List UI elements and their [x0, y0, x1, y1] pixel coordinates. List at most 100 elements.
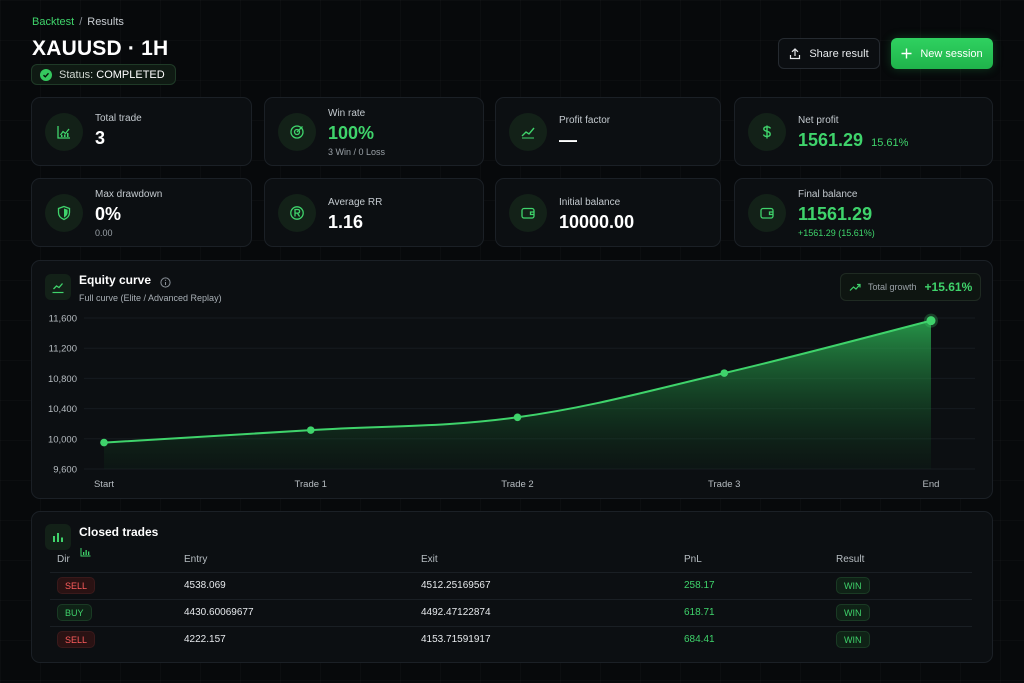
- new-session-button[interactable]: New session: [891, 38, 993, 69]
- net-profit-value: 1561.29: [798, 130, 864, 150]
- stat-card-net-profit: Net profit 1561.29 15.61%: [734, 97, 993, 166]
- equity-point[interactable]: [100, 438, 108, 447]
- x-tick-label: Trade 1: [295, 479, 327, 490]
- profit-factor-value: —: [559, 130, 577, 150]
- pnl-value: 618.71: [684, 607, 715, 618]
- exit-price: 4492.47122874: [421, 607, 491, 618]
- column-header-entry: Entry: [184, 554, 208, 565]
- status-value: COMPLETED: [96, 68, 165, 81]
- profit-factor-label: Profit factor: [559, 115, 611, 126]
- new-session-label: New session: [920, 47, 983, 60]
- r-icon: [278, 194, 316, 232]
- net-profit-label: Net profit: [798, 115, 839, 126]
- chart-icon: [45, 274, 71, 300]
- initial-balance-label: Initial balance: [559, 197, 621, 208]
- average-rr-label: Average RR: [328, 197, 383, 208]
- status-badge: Status: COMPLETED: [31, 64, 176, 85]
- total-trade-value: 3: [95, 128, 106, 148]
- breadcrumb-current: Results: [87, 16, 124, 28]
- win-rate-value: 100%: [328, 123, 375, 143]
- y-tick-label: 11,600: [49, 314, 77, 325]
- total-growth-value: +15.61%: [924, 280, 973, 294]
- y-tick-label: 11,200: [49, 344, 77, 355]
- equity-point[interactable]: [926, 316, 936, 326]
- column-header-exit: Exit: [421, 554, 438, 565]
- stat-card-total-trade: Total trade 3: [31, 97, 252, 166]
- equity-point[interactable]: [306, 426, 315, 434]
- x-tick-label: Trade 3: [708, 479, 740, 490]
- trend-icon: [509, 113, 547, 151]
- info-icon[interactable]: [160, 275, 171, 293]
- breadcrumb-backtest-link[interactable]: Backtest: [32, 16, 75, 28]
- y-tick-label: 10,400: [48, 404, 77, 415]
- direction-badge: BUY: [57, 604, 92, 621]
- stat-card-average-rr: Average RR 1.16: [264, 178, 484, 247]
- initial-balance-value: 10000.00: [559, 212, 635, 232]
- status-label: Status:: [59, 68, 94, 81]
- pnl-value: 684.41: [684, 634, 715, 645]
- y-tick-label: 10,800: [48, 374, 77, 385]
- max-drawdown-value: 0%: [95, 204, 122, 224]
- entry-price: 4222.157: [184, 634, 226, 645]
- stat-card-profit-factor: Profit factor —: [495, 97, 721, 166]
- direction-badge: SELL: [57, 577, 96, 594]
- wallet-icon: [748, 194, 786, 232]
- win-loss-count: 3 Win / 0 Loss: [328, 147, 386, 157]
- final-balance-value: 11561.29: [798, 204, 873, 224]
- final-balance-change: +1561.29 (15.61%): [798, 228, 875, 238]
- win-rate-label: Win rate: [328, 108, 366, 119]
- final-balance-label: Final balance: [798, 189, 858, 200]
- closed-trades-card: [31, 511, 993, 663]
- y-tick-label: 10,000: [48, 434, 77, 445]
- total-growth-label: Total growth: [868, 282, 917, 292]
- equity-point[interactable]: [720, 369, 729, 377]
- column-header-result: Result: [836, 554, 865, 565]
- exit-price: 4153.71591917: [421, 634, 491, 645]
- column-header-pnl: PnL: [684, 554, 702, 565]
- x-tick-label: Trade 2: [501, 479, 533, 490]
- result-badge: WIN: [836, 577, 870, 594]
- share-icon: [789, 47, 801, 60]
- result-badge: WIN: [836, 604, 870, 621]
- equity-point[interactable]: [513, 413, 522, 422]
- equity-curve-subtitle: Full curve (Elite / Advanced Replay): [79, 293, 222, 303]
- equity-curve-title: Equity curve: [79, 273, 152, 287]
- column-header-dir: Dir: [57, 554, 70, 565]
- page-title: XAUUSD · 1H: [32, 37, 169, 60]
- trend-up-icon: [849, 282, 861, 292]
- net-profit-row: 1561.29 15.61%: [798, 130, 908, 151]
- stat-card-win-rate: Win rate 100% 3 Win / 0 Loss: [264, 97, 484, 166]
- plus-icon: [901, 48, 912, 59]
- target-icon: [278, 113, 316, 151]
- stat-card-max-drawdown: Max drawdown 0% 0.00: [31, 178, 252, 247]
- row-divider: [50, 626, 972, 627]
- x-tick-label: End: [923, 479, 940, 490]
- y-tick-label: 9,600: [53, 465, 77, 476]
- max-drawdown-amount: 0.00: [95, 228, 113, 238]
- bar-chart-icon: [45, 524, 71, 550]
- share-result-label: Share result: [809, 47, 869, 60]
- chart-icon: [45, 113, 83, 151]
- entry-price: 4430.60069677: [184, 607, 254, 618]
- share-result-button[interactable]: Share result: [778, 38, 880, 69]
- table-row[interactable]: SELL 4538.069 4512.25169567 258.17 WIN: [50, 572, 972, 599]
- entry-price: 4538.069: [184, 580, 226, 591]
- header-divider: [50, 572, 972, 573]
- small-chart-icon: [80, 544, 91, 562]
- result-badge: WIN: [836, 631, 870, 648]
- table-row[interactable]: BUY 4430.60069677 4492.47122874 618.71 W…: [50, 599, 972, 626]
- check-icon: [40, 68, 52, 81]
- stat-card-initial-balance: Initial balance 10000.00: [495, 178, 721, 247]
- net-profit-percent: 15.61%: [871, 137, 909, 149]
- max-drawdown-label: Max drawdown: [95, 189, 163, 200]
- table-row[interactable]: SELL 4222.157 4153.71591917 684.41 WIN: [50, 626, 972, 653]
- equity-area: [104, 320, 931, 469]
- exit-price: 4512.25169567: [421, 580, 491, 591]
- dollar-icon: [748, 113, 786, 151]
- closed-trades-title: Closed trades: [79, 525, 159, 539]
- pnl-value: 258.17: [684, 580, 715, 591]
- total-trade-label: Total trade: [95, 113, 142, 124]
- row-divider: [50, 599, 972, 600]
- breadcrumb-separator: /: [79, 16, 83, 28]
